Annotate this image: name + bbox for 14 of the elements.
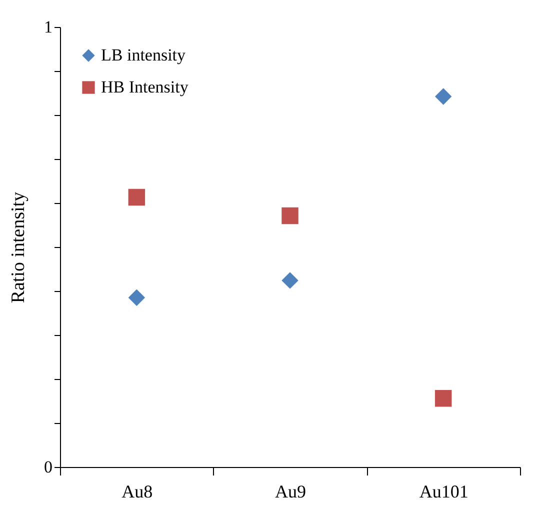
x-tick-label: Au9 [275, 482, 306, 502]
y-tick-label: 1 [44, 18, 52, 36]
point [434, 390, 452, 407]
point [282, 272, 298, 289]
legend-label: LB intensity [101, 46, 186, 64]
y-tick-label: 0 [44, 458, 52, 476]
legend-label: HB Intensity [101, 78, 189, 96]
point [434, 88, 452, 105]
y-axis-title: Ratio intensity [8, 191, 29, 304]
point [128, 289, 146, 306]
point [282, 207, 298, 224]
x-tick-label: Au101 [419, 482, 468, 502]
point [128, 188, 146, 206]
x-tick-label: Au8 [122, 482, 153, 502]
